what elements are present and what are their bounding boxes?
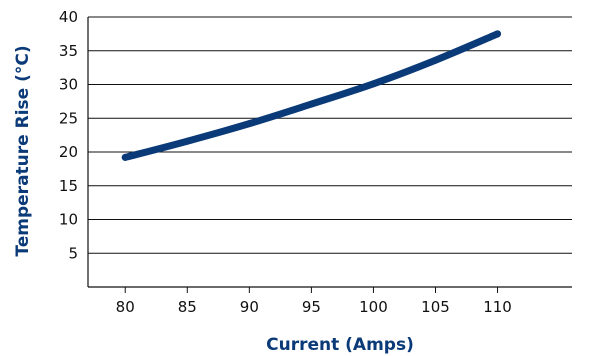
x-tick-label: 110 [483, 298, 512, 316]
data-point [121, 153, 129, 161]
y-tick-label: 20 [59, 143, 78, 161]
x-tick-label: 100 [359, 298, 388, 316]
data-point [431, 56, 439, 64]
y-tick-label: 25 [59, 109, 78, 127]
data-point [369, 80, 377, 88]
y-tick-label: 5 [68, 244, 78, 262]
y-tick-label: 15 [59, 177, 78, 195]
x-tick-label: 80 [116, 298, 135, 316]
x-axis-title: Current (Amps) [266, 335, 414, 355]
x-tick-label: 105 [421, 298, 450, 316]
x-tick-label: 90 [240, 298, 259, 316]
x-tick-label: 95 [302, 298, 321, 316]
x-tick-label: 85 [178, 298, 197, 316]
x-tick-labels: 80 85 90 95 100 105 110 [116, 287, 512, 316]
gridlines [88, 16, 572, 254]
y-tick-label: 40 [59, 8, 78, 26]
y-axis-title: Temperature Rise (°C) [13, 45, 33, 256]
data-point [307, 100, 315, 108]
y-tick-label: 30 [59, 76, 78, 94]
axes [87, 17, 572, 288]
y-tick-label: 10 [59, 211, 78, 229]
y-tick-label: 35 [59, 42, 78, 60]
y-tick-labels: 5 10 15 20 25 30 35 40 [59, 8, 78, 262]
series-line [121, 30, 502, 161]
data-point [494, 30, 502, 38]
data-point [183, 137, 191, 145]
data-point [245, 120, 253, 128]
series-layer [121, 30, 502, 161]
